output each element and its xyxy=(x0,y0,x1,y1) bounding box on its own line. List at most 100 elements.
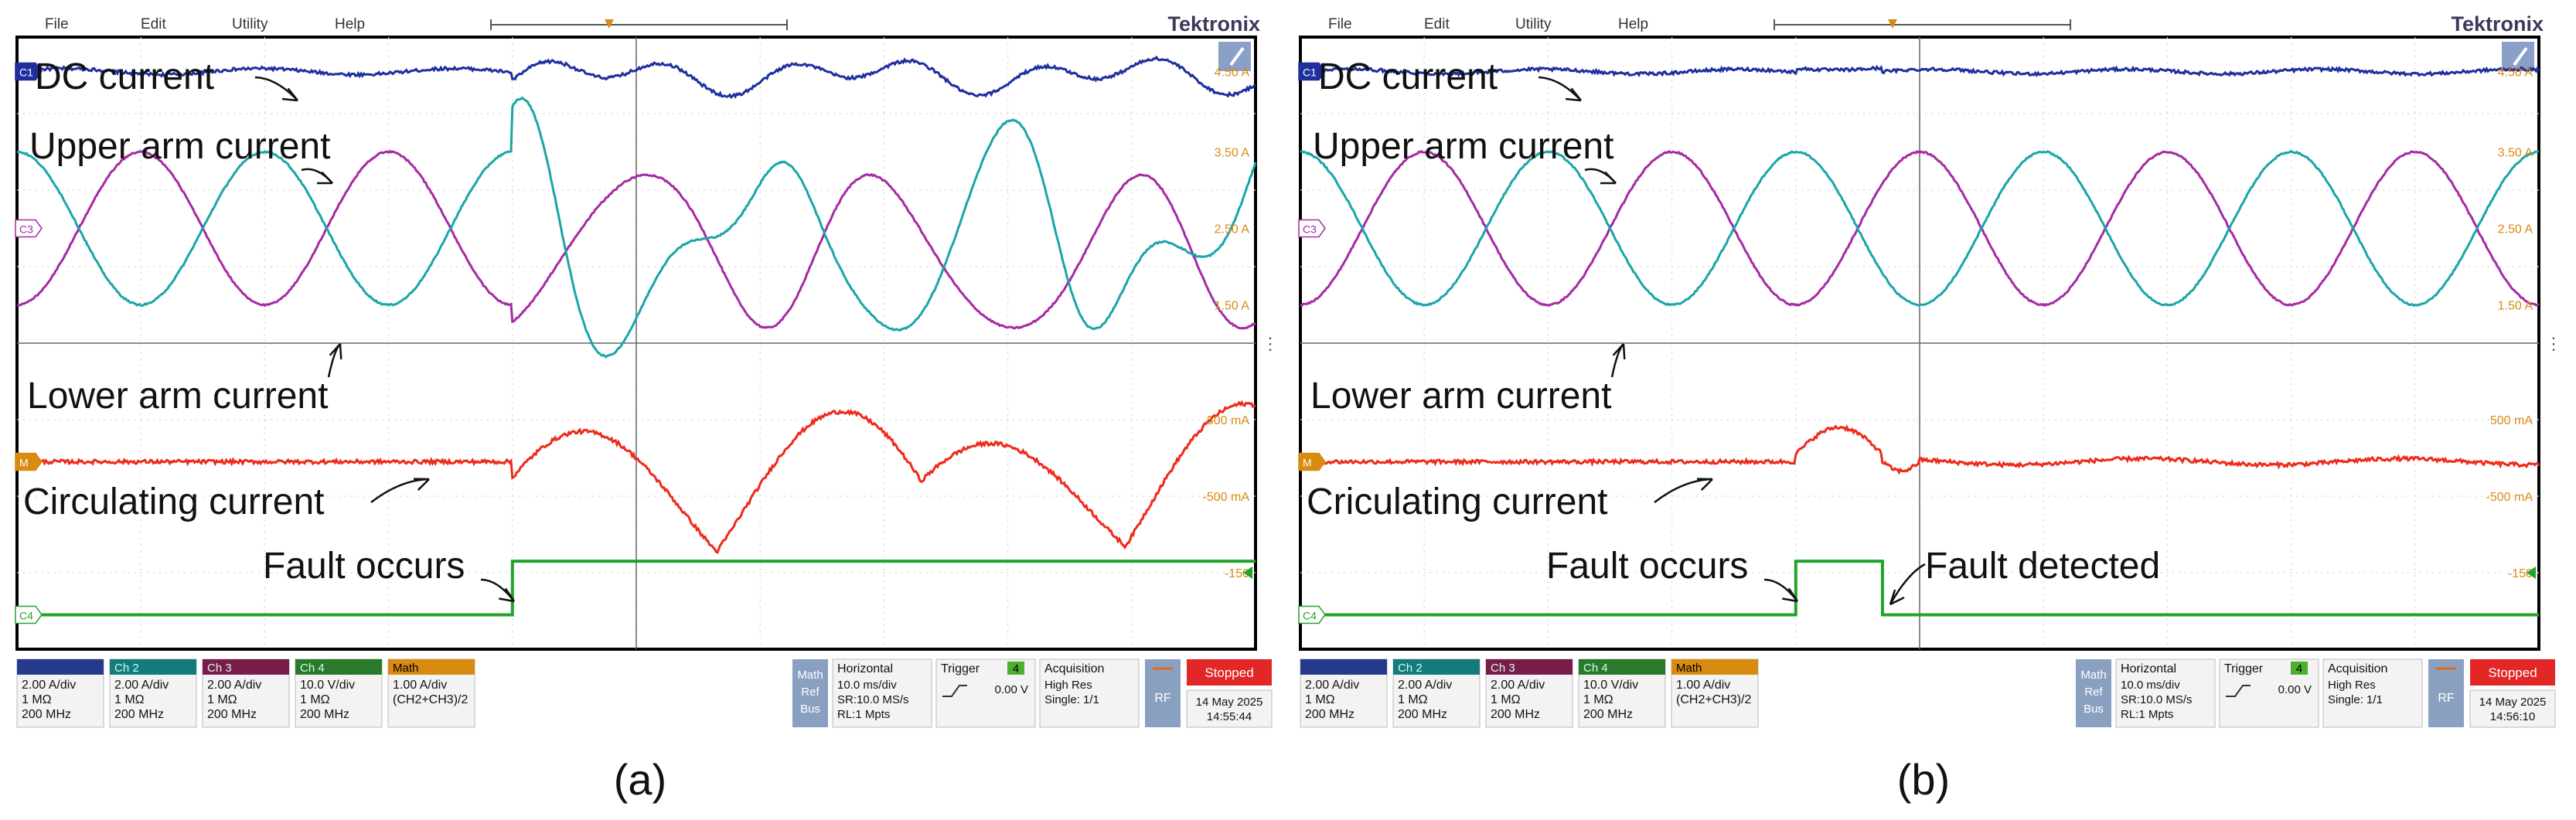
acquisition-title: Acquisition xyxy=(1044,662,1104,675)
acquisition-title: Acquisition xyxy=(2328,662,2387,675)
menu-edit[interactable]: Edit xyxy=(1424,16,1450,32)
trigger-title: Trigger xyxy=(941,662,980,675)
scale-label: 1.50 A xyxy=(1215,300,1250,313)
ch-scale: 2.00 A/div xyxy=(114,679,169,692)
marker-c4[interactable] xyxy=(1298,605,1326,624)
menu-edit[interactable]: Edit xyxy=(141,16,166,32)
zoom-button[interactable] xyxy=(1218,42,1251,71)
ch-impedance: (CH2+CH3)/2 xyxy=(1676,693,1751,706)
marker-c1-label: C1 xyxy=(1303,66,1317,79)
math-ref-bus-label: Ref xyxy=(2084,686,2103,699)
run-stop-button[interactable] xyxy=(2470,659,2555,686)
acquisition-box[interactable] xyxy=(1039,658,1140,728)
marker-math[interactable] xyxy=(1298,452,1326,471)
arrow-fault-detected xyxy=(1889,563,1926,605)
rf-label: RF xyxy=(2438,692,2455,705)
ch-tab-4 xyxy=(295,659,382,675)
ch-tab-label: Math xyxy=(393,662,418,675)
marker-c4[interactable] xyxy=(15,605,43,624)
horizontal-rl: RL:1 Mpts xyxy=(837,708,890,721)
scale-label: -150 xyxy=(2508,567,2533,580)
ch-scale: 10.0 V/div xyxy=(1583,679,1638,692)
ch-tab-label: Ch 3 xyxy=(1491,662,1515,675)
marker-c1[interactable] xyxy=(1298,62,1326,81)
trace-c3-lower-arm-current xyxy=(16,149,1257,330)
rf-button[interactable] xyxy=(1145,659,1181,727)
math-ref-bus-button[interactable] xyxy=(792,659,828,727)
rf-label: RF xyxy=(1154,692,1171,705)
ch-bandwidth: 200 MHz xyxy=(1398,708,1447,721)
ch-impedance: 1 MΩ xyxy=(1583,693,1613,706)
horizontal-box[interactable] xyxy=(832,658,932,728)
marker-c4-label: C4 xyxy=(1303,609,1317,621)
trigger-source-badge xyxy=(2291,662,2308,675)
date-label: 14 May 2025 xyxy=(1196,696,1263,709)
rising-edge-icon xyxy=(942,685,967,697)
panel-label: (a) xyxy=(614,755,666,804)
ch-tab-4 xyxy=(1579,659,1665,675)
horizontal-box[interactable] xyxy=(2115,658,2216,728)
date-label: 14 May 2025 xyxy=(2479,696,2547,709)
rf-button[interactable] xyxy=(2428,659,2464,727)
marker-math[interactable] xyxy=(15,452,43,471)
ch-impedance: 1 MΩ xyxy=(1305,693,1335,706)
arrow-fault-occurs-head xyxy=(499,587,516,603)
horizontal-rl: RL:1 Mpts xyxy=(2121,708,2173,721)
horizontal-title: Horizontal xyxy=(837,662,893,675)
trace-c1-dc-current xyxy=(1300,64,2540,78)
run-stop-button[interactable] xyxy=(1187,659,1272,686)
c4-level-icon xyxy=(2527,567,2536,579)
c4-level-icon xyxy=(1243,567,1252,579)
annot-upper-arm-current: Upper arm current xyxy=(29,126,330,167)
ch-bandwidth: 200 MHz xyxy=(22,708,71,721)
record-trigger-icon xyxy=(1888,19,1897,29)
arrow-fault-detected-head xyxy=(1889,589,1905,606)
menu-file[interactable]: File xyxy=(45,16,69,32)
acquisition-count: Single: 1/1 xyxy=(2328,693,2383,706)
ch-scale: 2.00 A/div xyxy=(1305,679,1359,692)
arrow-circulating-current-head xyxy=(1696,478,1713,491)
math-ref-bus-button[interactable] xyxy=(2076,659,2111,727)
ch-tab-3 xyxy=(203,659,289,675)
acquisition-box[interactable] xyxy=(2322,658,2423,728)
time-label: 14:55:44 xyxy=(1207,710,1252,723)
datetime-box xyxy=(2469,689,2556,728)
horizontal-scale: 10.0 ms/div xyxy=(837,679,897,692)
marker-c3[interactable] xyxy=(1298,219,1326,238)
marker-c3[interactable] xyxy=(15,219,43,238)
trigger-title: Trigger xyxy=(2224,662,2264,675)
ch-tab-1 xyxy=(1300,659,1387,675)
menu-help[interactable]: Help xyxy=(335,16,365,32)
ch-scale: 2.00 A/div xyxy=(22,679,76,692)
zoom-icon xyxy=(2513,46,2528,66)
scope-panel-b: File Edit Utility Help Tektronix ⋮ C1 C3 M C4 4.50… xyxy=(1298,12,2562,804)
trace-c3-lower-arm-current xyxy=(1300,149,2540,308)
menu-help[interactable]: Help xyxy=(1618,16,1648,32)
ch-tab-label: Math xyxy=(1676,662,1702,675)
menu-file[interactable]: File xyxy=(1328,16,1352,32)
ch-tab-2 xyxy=(1393,659,1480,675)
menu-utility[interactable]: Utility xyxy=(1515,16,1552,32)
annot-fault-occurs: Fault occurs xyxy=(263,546,465,587)
panel-label: (b) xyxy=(1897,755,1950,804)
horizontal-scale: 10.0 ms/div xyxy=(2121,679,2180,692)
ch-tab-1 xyxy=(17,659,104,675)
math-ref-bus-label: Bus xyxy=(800,703,820,716)
menu-utility[interactable]: Utility xyxy=(232,16,268,32)
horizontal-sr: SR:10.0 MS/s xyxy=(837,693,909,706)
math-ref-bus-label: Ref xyxy=(801,686,819,699)
horizontal-sr: SR:10.0 MS/s xyxy=(2121,693,2193,706)
zoom-button[interactable] xyxy=(2502,42,2534,71)
tektronix-logo: Tektronix xyxy=(2451,12,2544,36)
ch-tab-label: Ch 1 xyxy=(1305,662,1330,675)
math-ref-bus-label: Math xyxy=(2080,669,2106,682)
ch-bandwidth: 200 MHz xyxy=(114,708,164,721)
marker-c1-label: C1 xyxy=(19,66,33,79)
marker-c3-label: C3 xyxy=(1303,223,1317,236)
arrow-circulating-current-head xyxy=(413,478,430,491)
marker-c1[interactable] xyxy=(15,62,43,81)
trigger-level: 0.00 V xyxy=(995,683,1028,696)
ch-scale: 2.00 A/div xyxy=(207,679,261,692)
horizontal-title: Horizontal xyxy=(2121,662,2176,675)
ch-tab-label: Ch 2 xyxy=(1398,662,1423,675)
